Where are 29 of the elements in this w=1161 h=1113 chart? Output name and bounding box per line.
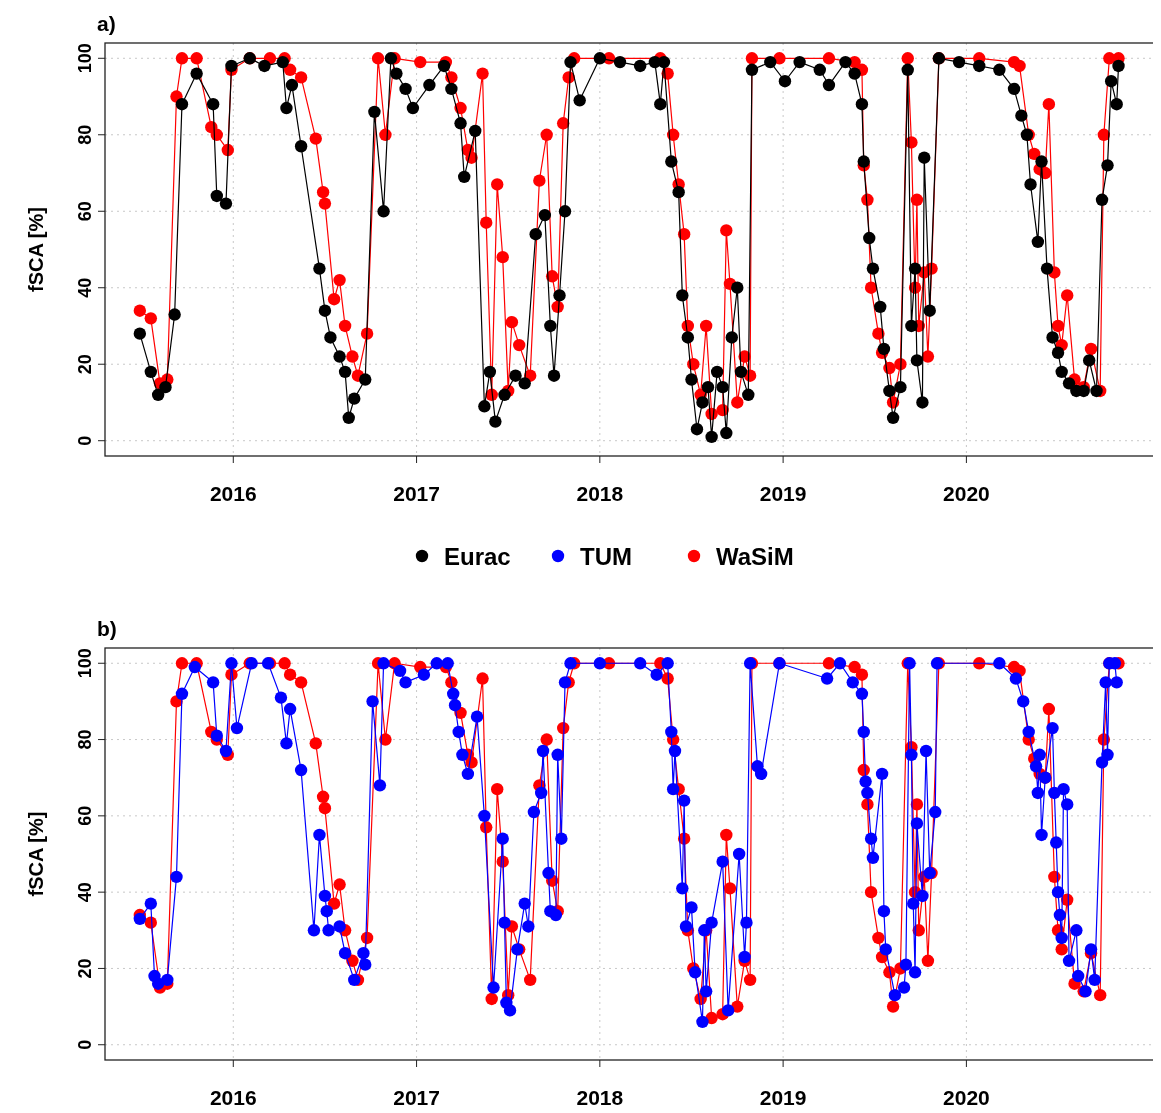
y-tick-label: 80 [75, 124, 95, 145]
x-tick-label: 2017 [393, 482, 440, 505]
y-tick-label: 20 [75, 354, 95, 375]
y-tick-label: 100 [75, 648, 95, 679]
y-tick-label: 0 [75, 1039, 95, 1050]
legend-label: Eurac [444, 543, 511, 570]
x-tick-label: 2018 [576, 1086, 624, 1109]
x-tick-label: 2020 [943, 482, 990, 505]
legend-label: WaSiM [716, 543, 794, 570]
y-tick-label: 40 [75, 277, 95, 298]
chart-title: a) [97, 12, 116, 35]
x-tick-label: 2020 [943, 1086, 990, 1109]
y-tick-label: 100 [75, 43, 95, 74]
x-tick-label: 2019 [759, 482, 807, 505]
legend-label: TUM [580, 543, 632, 570]
x-tick-label: 2016 [209, 482, 257, 505]
y-tick-label: 0 [75, 435, 95, 446]
y-tick-label: 20 [75, 958, 95, 979]
x-tick-label: 2017 [393, 1086, 440, 1109]
y-axis-title: fSCA [%] [25, 811, 47, 897]
y-tick-label: 60 [75, 805, 95, 826]
x-tick-label: 2019 [759, 1086, 807, 1109]
chart-title: b) [97, 617, 117, 640]
x-tick-label: 2018 [576, 482, 624, 505]
x-tick-label: 2016 [209, 1086, 257, 1109]
y-tick-label: 80 [75, 729, 95, 750]
y-tick-label: 40 [75, 882, 95, 903]
y-tick-label: 60 [75, 201, 95, 222]
y-axis-title: fSCA [%] [25, 207, 47, 292]
